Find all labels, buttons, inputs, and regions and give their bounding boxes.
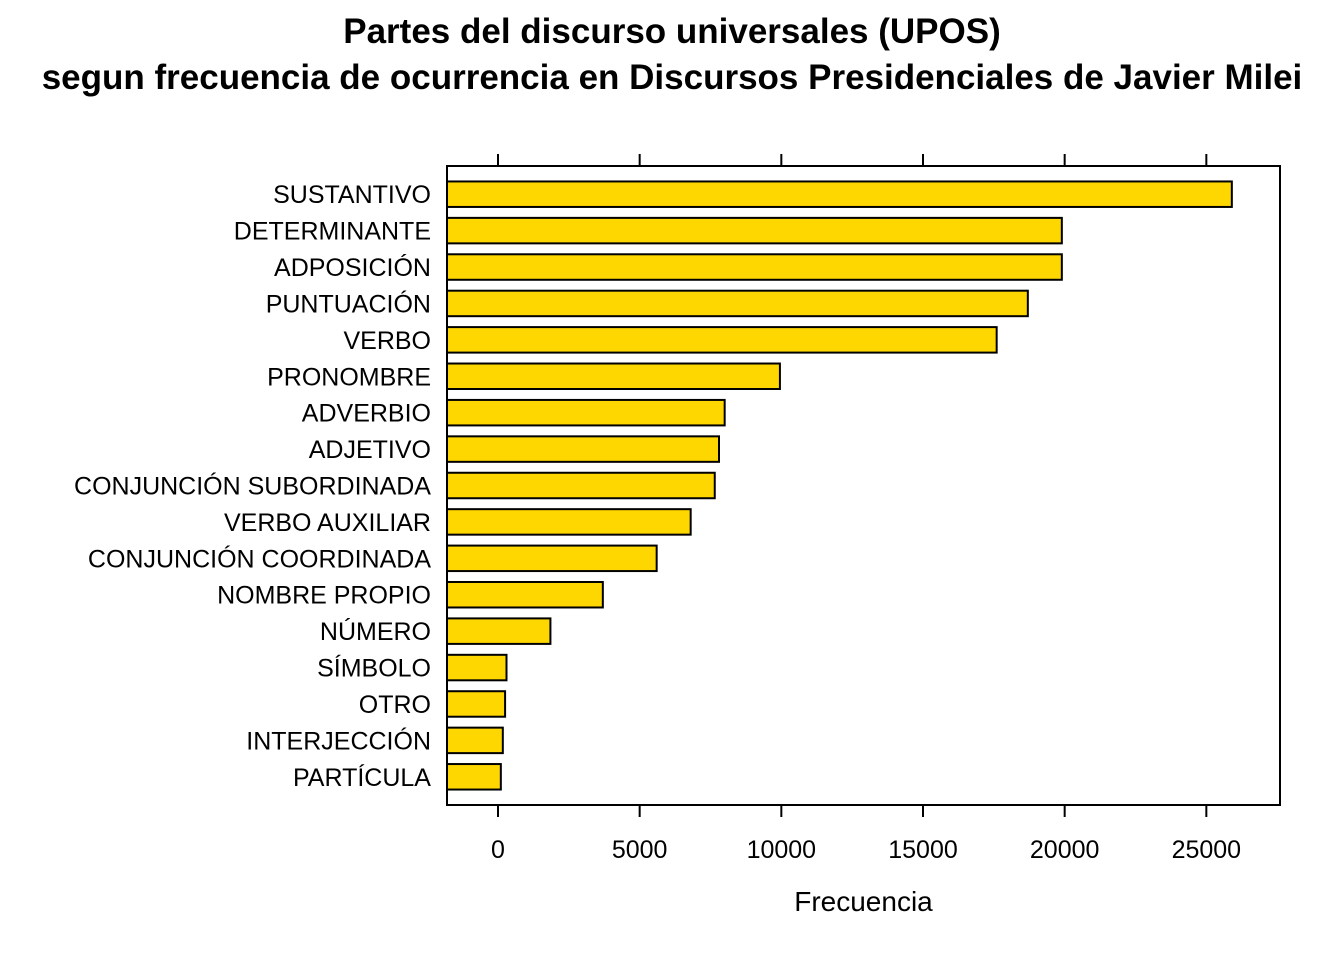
category-label: CONJUNCIÓN SUBORDINADA	[74, 472, 431, 501]
plot-frame	[446, 165, 1281, 806]
category-label: DETERMINANTE	[234, 218, 431, 246]
x-tick-label: 20000	[1030, 836, 1100, 864]
category-label: ADJETIVO	[309, 436, 431, 464]
category-label: ADPOSICIÓN	[274, 253, 431, 282]
bar-5	[446, 362, 781, 391]
bar-9	[446, 508, 692, 536]
category-label: VERBO	[343, 327, 431, 355]
category-label: NÚMERO	[320, 617, 431, 646]
bar-8	[446, 471, 716, 500]
x-tick-label: 10000	[747, 836, 817, 864]
bar-3	[446, 289, 1029, 318]
bar-12	[446, 617, 552, 645]
bar-2	[446, 253, 1063, 281]
category-label: NOMBRE PROPIO	[217, 582, 431, 610]
chart-title: Partes del discurso universales (UPOS)	[343, 12, 1001, 51]
x-tick-label: 0	[491, 836, 505, 864]
x-tick-label: 5000	[612, 836, 668, 864]
chart-subtitle: segun frecuencia de ocurrencia en Discur…	[41, 58, 1303, 97]
bar-13	[446, 653, 508, 682]
bar-11	[446, 580, 604, 609]
category-label: SUSTANTIVO	[273, 181, 431, 209]
bar-0	[446, 180, 1233, 208]
bar-16	[446, 763, 502, 791]
bar-1	[446, 216, 1063, 245]
category-label: CONJUNCIÓN COORDINADA	[88, 544, 431, 573]
category-label: INTERJECCIÓN	[246, 726, 431, 755]
category-label: VERBO AUXILIAR	[224, 509, 431, 537]
bars-group	[446, 180, 1233, 791]
bar-15	[446, 726, 504, 755]
x-axis-label: Frecuencia	[794, 886, 933, 917]
bar-4	[446, 326, 998, 354]
category-label: PUNTUACIÓN	[266, 289, 431, 318]
category-label: PARTÍCULA	[293, 763, 431, 792]
bar-10	[446, 544, 658, 573]
x-ticks-group: 0 5000 10000 15000 20000 25000	[491, 154, 1241, 864]
category-labels-group: SUSTANTIVO DETERMINANTE ADPOSICIÓN PUNTUACI…	[74, 181, 431, 792]
category-label: ADVERBIO	[302, 400, 431, 428]
bar-14	[446, 690, 507, 718]
bar-6	[446, 398, 726, 427]
category-label: OTRO	[359, 691, 431, 719]
x-tick-label: 15000	[888, 836, 958, 864]
category-label: SÍMBOLO	[317, 654, 431, 683]
x-tick-label: 25000	[1172, 836, 1242, 864]
category-label: PRONOMBRE	[267, 363, 431, 391]
bar-7	[446, 435, 720, 463]
